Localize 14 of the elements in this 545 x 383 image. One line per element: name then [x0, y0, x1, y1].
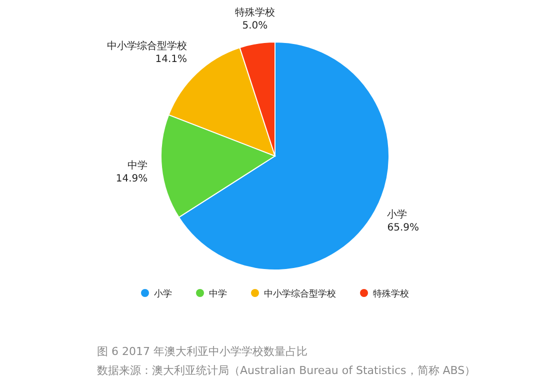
- data-label: 65.9%: [387, 222, 420, 234]
- slice-label: 中小学综合型学校: [107, 40, 188, 52]
- slice-label: 中学: [128, 160, 148, 172]
- slice-label: 小学: [387, 208, 408, 221]
- slice-label: 特殊学校: [234, 6, 275, 19]
- legend-label: 中学: [209, 288, 227, 300]
- caption: 图 6 2017 年澳大利亚中小学学校数量占比: [97, 345, 308, 358]
- legend-label: 中小学综合型学校: [264, 288, 336, 300]
- legend-label: 小学: [154, 288, 172, 300]
- data-label: 14.9%: [116, 174, 148, 185]
- data-label: 5.0%: [242, 20, 268, 32]
- legend-label: 特殊学校: [373, 288, 409, 300]
- data-label: 14.1%: [155, 54, 188, 66]
- source-note: 数据来源：澳大利亚统计局（Australian Bureau of Statistics，简称 ABS）: [97, 364, 476, 377]
